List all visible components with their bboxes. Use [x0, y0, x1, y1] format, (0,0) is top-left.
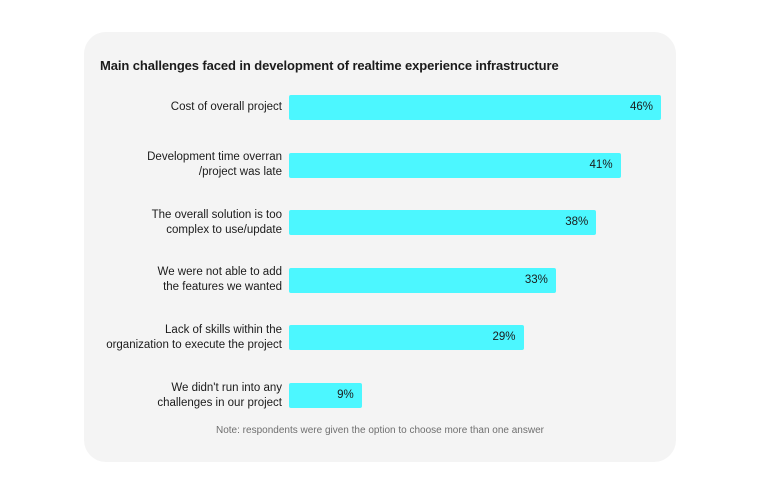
value-label: 9% [337, 389, 354, 401]
bar-rows: Cost of overall project 46% Development ti… [84, 32, 676, 462]
bar: 46% [289, 95, 661, 120]
chart-title: Main challenges faced in development of … [100, 58, 559, 73]
category-label: The overall solution is too complex to u… [151, 208, 282, 236]
category-label: Cost of overall project [170, 101, 282, 113]
bar: 33% [289, 267, 556, 293]
value-label: 33% [524, 273, 548, 286]
value-label: 38% [565, 216, 589, 229]
bar: 29% [289, 325, 524, 351]
value-label: 46% [629, 101, 653, 113]
chart-note: Note: respondents were given the option … [216, 425, 544, 436]
bar: 9% [289, 383, 362, 408]
chart-card: Main challenges faced in development of … [84, 32, 676, 462]
bar: 41% [289, 152, 621, 178]
bar: 38% [289, 210, 597, 236]
value-label: 29% [492, 331, 516, 344]
category-label: We didn't run into any challenges in our… [157, 381, 282, 409]
category-label: Development time overran /project was la… [147, 151, 282, 179]
value-label: 41% [589, 158, 613, 171]
category-label: We were not able to add the features we … [157, 266, 282, 294]
category-label: Lack of skills within the organization t… [106, 323, 282, 351]
